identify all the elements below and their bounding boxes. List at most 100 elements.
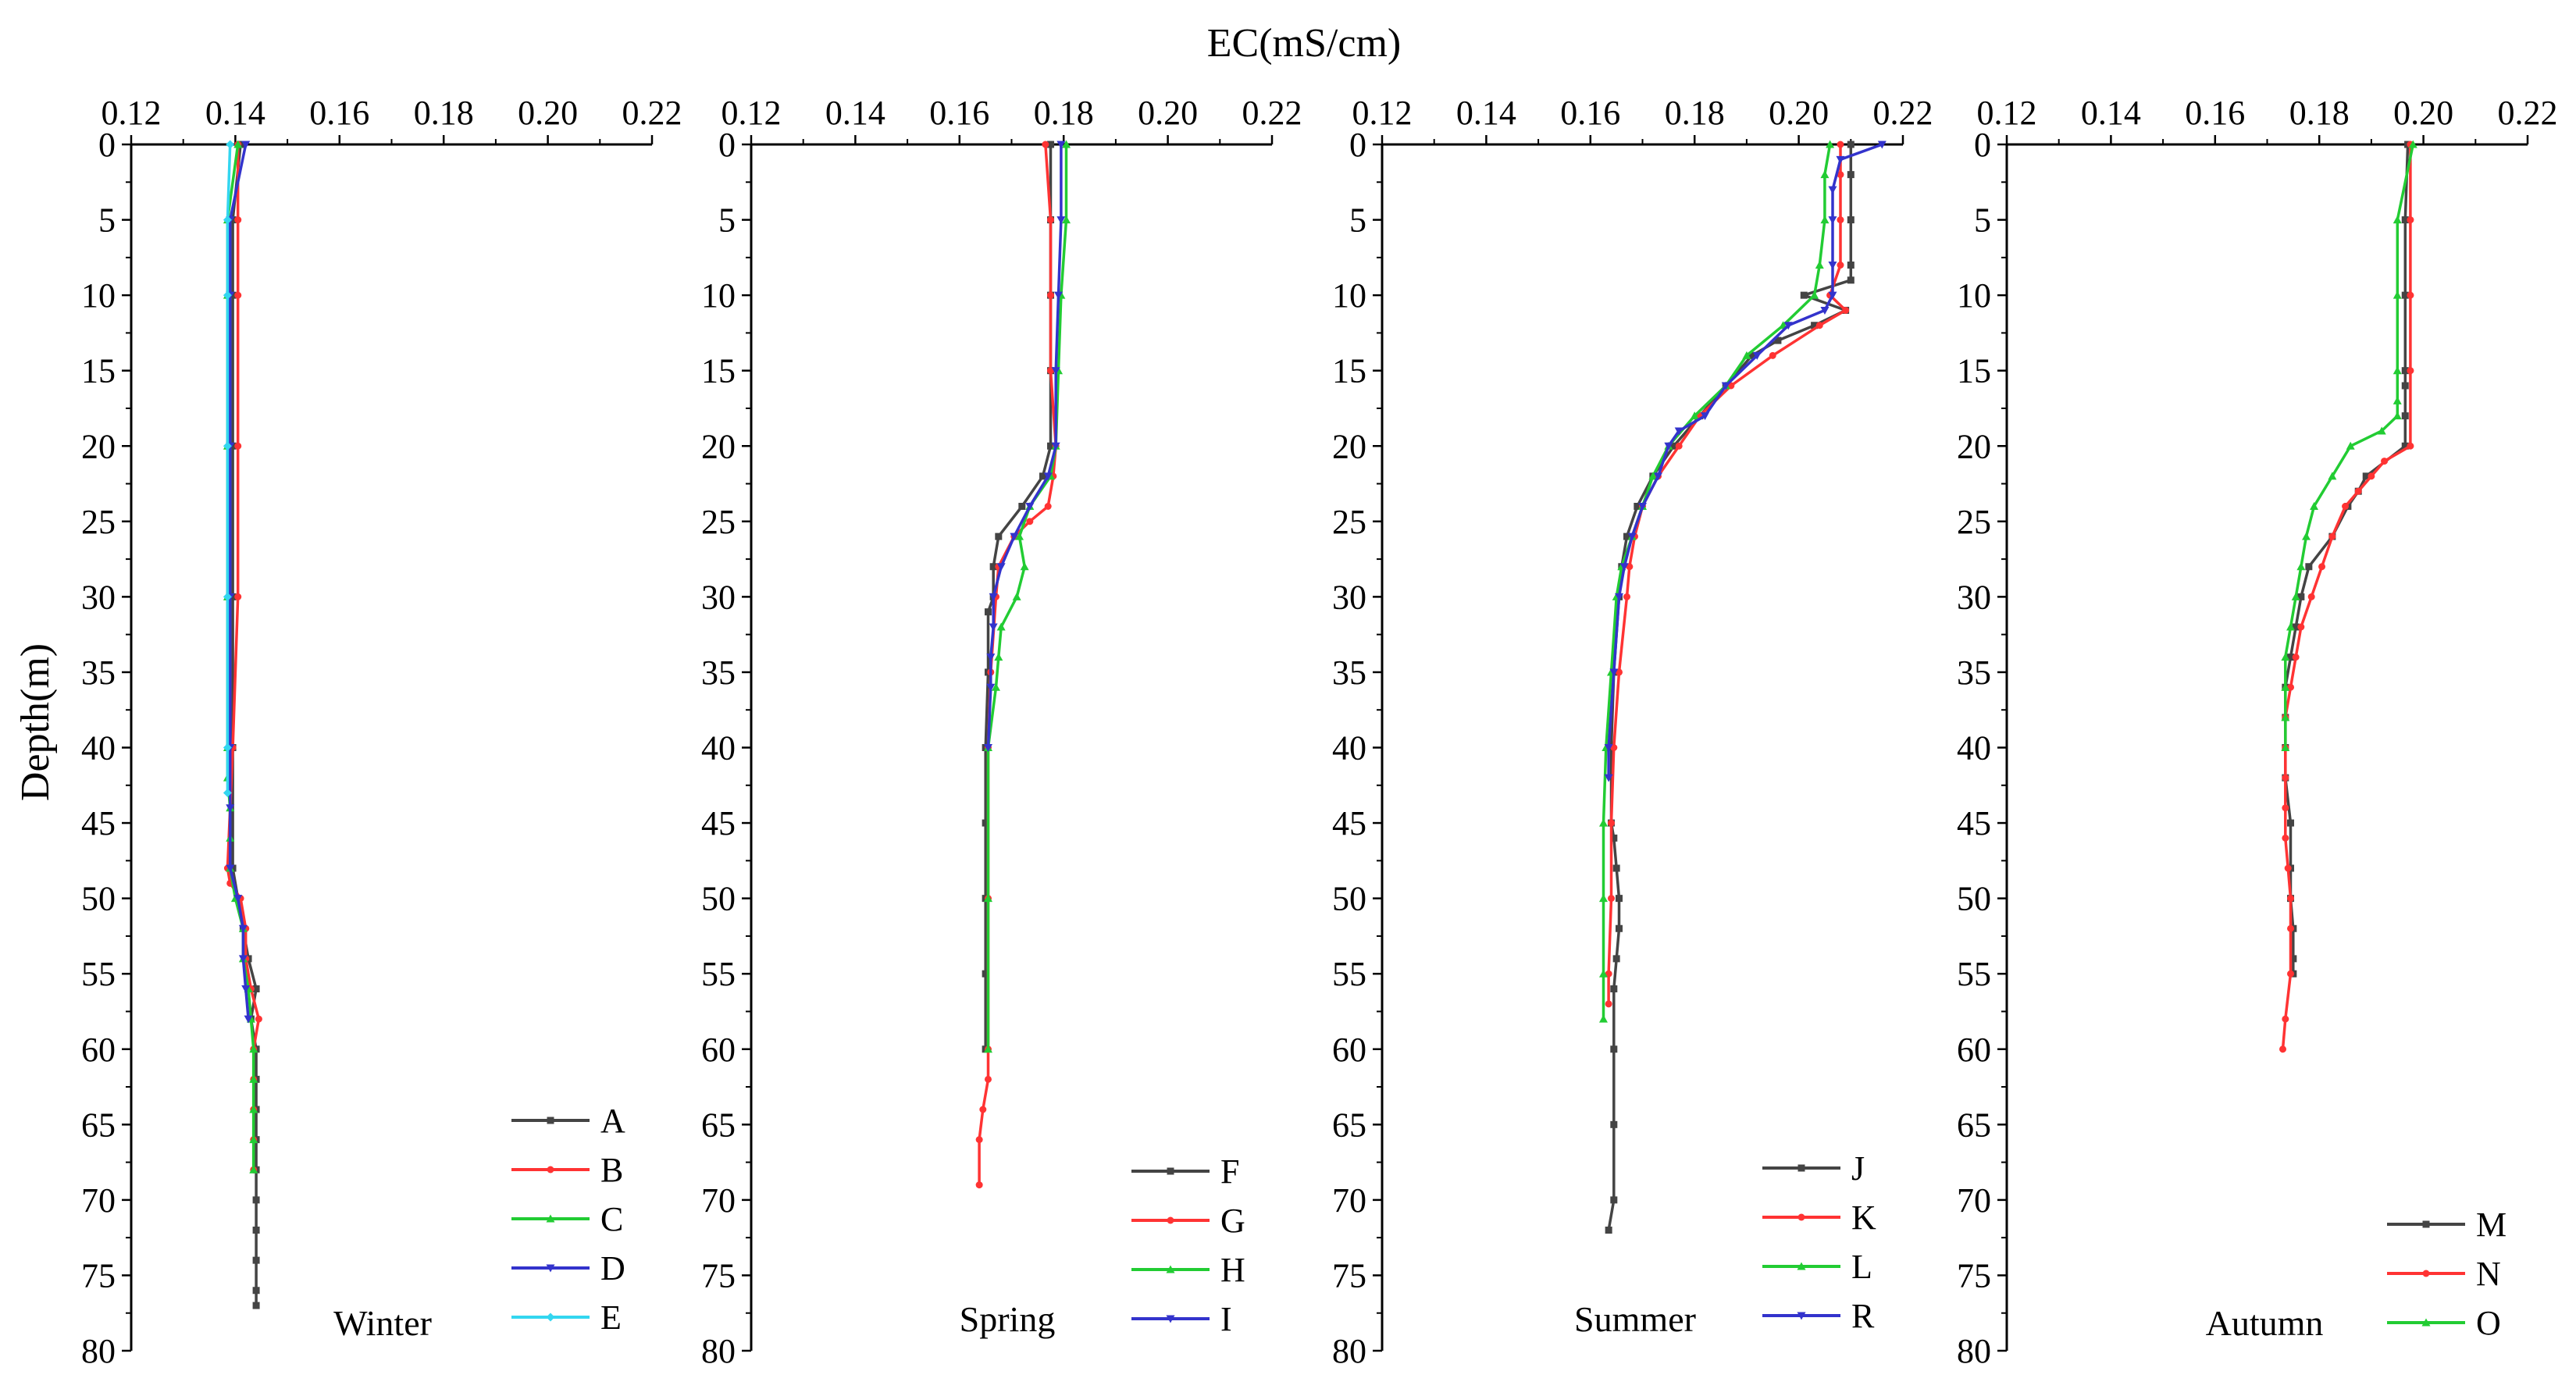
data-point [1701,412,1710,421]
y-tick-label: 35 [81,654,116,692]
y-tick-label: 5 [98,201,116,240]
data-point [2287,970,2295,978]
legend-marker [546,1214,555,1223]
data-point [2289,955,2297,963]
series-line [986,144,1063,748]
series-line [986,144,1068,1049]
data-point [1051,367,1060,376]
data-point [1015,532,1024,540]
data-point [2296,562,2306,571]
data-point [2401,367,2409,375]
data-point [241,141,251,149]
x-tick-label: 0.18 [1034,94,1094,132]
y-tick-label: 30 [701,578,736,616]
data-point [226,864,235,873]
data-point [1610,1196,1618,1204]
data-point [2328,472,2337,480]
data-point [989,623,998,632]
data-point [2281,743,2290,751]
data-point [983,744,992,752]
data-point [252,1302,260,1309]
legend-label: D [600,1249,625,1287]
data-point [1047,367,1055,375]
data-point [1047,442,1055,450]
data-point [986,683,996,692]
data-point [2292,654,2300,661]
data-point [2393,411,2402,420]
legend-marker [1797,1312,1806,1320]
data-point [2282,834,2289,842]
data-point [226,804,235,813]
data-point [1815,261,1824,269]
data-point [1828,291,1837,300]
y-tick-label: 10 [701,276,736,315]
data-point [1837,141,1844,148]
data-point [1047,216,1055,224]
data-point [1051,442,1060,451]
data-point [1826,140,1835,148]
y-tick-label: 40 [1332,729,1366,768]
legend-label: O [2476,1304,2501,1342]
data-point [226,140,235,149]
data-point [1800,291,1808,299]
y-tick-label: 75 [701,1256,736,1295]
data-point [1675,442,1683,450]
y-tick-label: 25 [1332,503,1366,541]
data-point [1664,442,1673,451]
data-point [975,1136,983,1144]
legend-marker [547,1117,554,1124]
data-point [1598,1014,1608,1023]
data-point [2407,442,2414,450]
data-point [1820,170,1830,179]
y-tick-label: 10 [1957,276,1991,315]
data-point [1025,503,1035,511]
y-tick-label: 50 [1332,880,1366,918]
legend: MNO [2387,1206,2507,1342]
y-tick-label: 65 [1332,1106,1366,1144]
y-tick-label: 80 [701,1332,736,1370]
legend-entry-G: G [1131,1202,1245,1240]
y-tick-label: 50 [81,880,116,918]
data-point [989,593,998,601]
data-point [1026,518,1034,525]
data-point [1634,503,1641,510]
data-point [1609,668,1619,677]
legend-marker [1167,1216,1174,1224]
x-axis-title: EC(mS/cm) [1207,21,1401,66]
y-tick-label: 30 [1957,578,1991,616]
data-point [1810,290,1819,299]
data-point [984,608,992,616]
legend-entry-L: L [1762,1248,1872,1286]
legend-label: H [1220,1251,1245,1289]
x-tick-label: 0.18 [1665,94,1725,132]
data-point [2297,593,2305,600]
data-point [229,593,237,600]
data-point [1614,593,1623,601]
legend-label: R [1851,1297,1875,1335]
legend-marker [1167,1167,1174,1175]
y-tick-label: 10 [81,276,116,315]
data-point [2381,458,2389,465]
data-point [1742,351,1751,359]
y-tick-label: 75 [81,1256,116,1295]
legend-marker [2421,1318,2431,1327]
legend-marker [1797,1262,1806,1270]
data-point [1627,532,1637,541]
data-point [2393,396,2402,404]
legend-entry-J: J [1762,1149,1865,1188]
legend-label: N [2476,1255,2501,1293]
data-point [252,1256,260,1264]
y-tick-label: 55 [1332,955,1366,993]
legend-entry-R: R [1762,1297,1875,1335]
y-tick-label: 20 [1957,427,1991,465]
data-point [1847,276,1855,284]
x-tick-label: 0.16 [929,94,989,132]
data-point [249,1074,258,1083]
x-tick-label: 0.12 [1352,94,1413,132]
data-point [249,1135,258,1144]
data-point [238,924,248,933]
data-point [2318,563,2326,571]
data-point [2393,366,2402,375]
